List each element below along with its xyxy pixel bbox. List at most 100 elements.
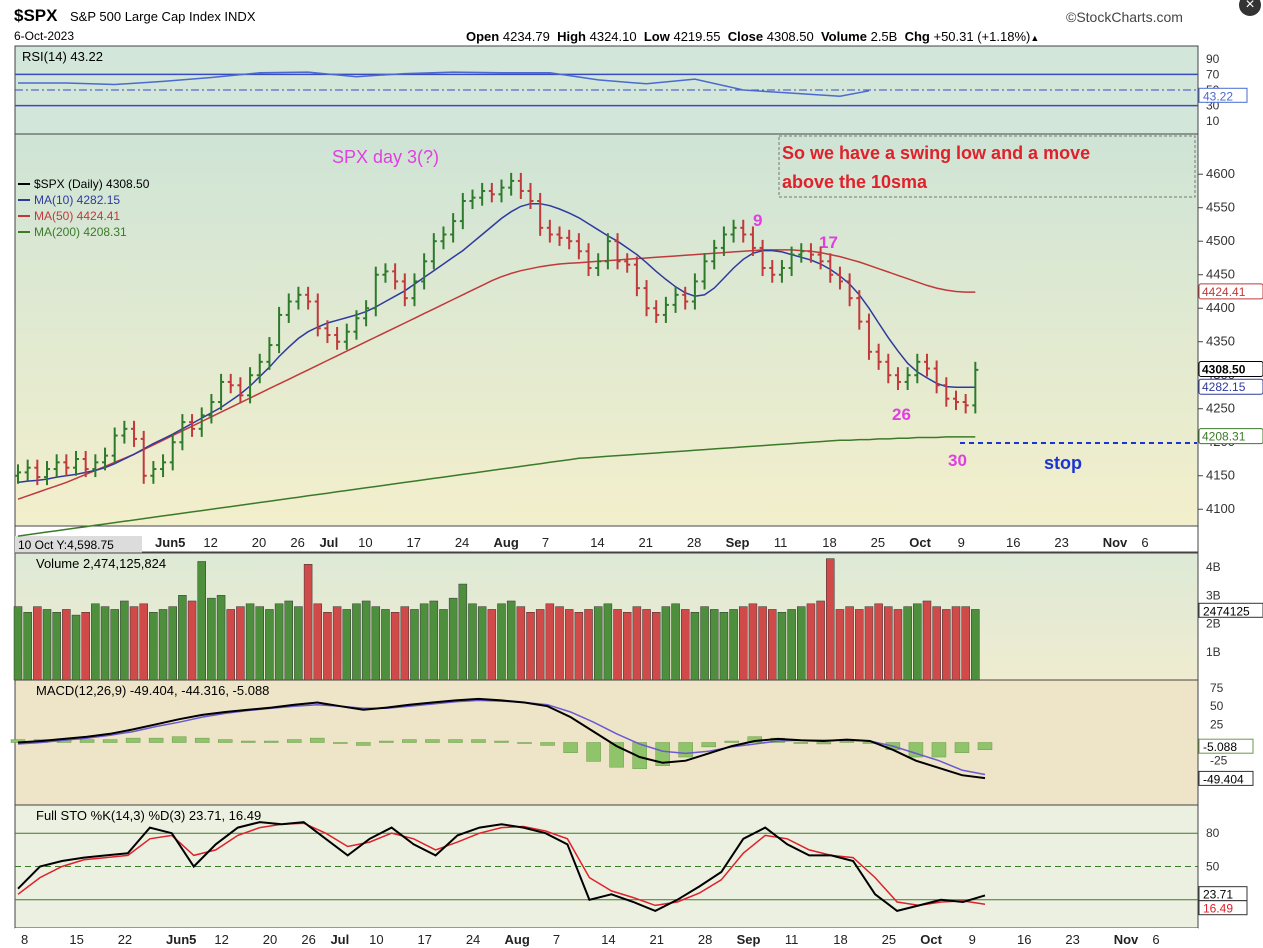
- volume-bar: [603, 603, 613, 681]
- macd-histogram-bar: [448, 739, 463, 743]
- spx-day-annotation: SPX day 3(?): [332, 147, 439, 167]
- macd-panel: MACD(12,26,9) -49.404, -44.316, -5.088: [14, 679, 1199, 806]
- date-axis-label: Sep: [726, 535, 750, 550]
- volume-bar: [680, 609, 690, 681]
- date-axis-label: 12: [203, 535, 217, 550]
- date-axis-top: 10 Oct Y:4,598.75: [14, 525, 1199, 553]
- macd-histogram-bar: [471, 739, 486, 743]
- sto-k-line: [17, 821, 986, 912]
- volume-bar: [419, 603, 429, 681]
- macd-histogram-bar: [171, 736, 187, 743]
- macd-histogram-bar: [240, 740, 256, 743]
- volume-bar: [187, 600, 197, 681]
- volume-bar: [787, 609, 796, 681]
- date-axis-bottom-label: 9: [969, 932, 976, 947]
- ohlc-readout: Open 4234.79 High 4324.10 Low 4219.55 Cl…: [466, 29, 1040, 44]
- brand-label: ©StockCharts.com: [1066, 9, 1183, 25]
- volume-bar: [226, 609, 235, 681]
- date-axis-label: 24: [455, 535, 469, 550]
- stop-label: stop: [1044, 453, 1082, 473]
- volume-bar: [497, 603, 506, 681]
- volume-ytick-label: 4B: [1206, 560, 1221, 574]
- price-right-label: 4308.50: [1202, 363, 1246, 377]
- date-axis-label: 9: [958, 535, 965, 550]
- volume-bar: [100, 606, 110, 681]
- volume-bar: [642, 609, 651, 681]
- volume-bar: [168, 606, 177, 681]
- date-axis-bottom-label: Jun5: [166, 932, 196, 947]
- macd-histogram-bar: [931, 742, 947, 758]
- macd-histogram-bar: [678, 742, 693, 758]
- volume-bar: [922, 600, 932, 681]
- price-legend-entry: $SPX (Daily) 4308.50: [34, 177, 150, 191]
- symbol-title: $SPX: [14, 6, 58, 25]
- sto-legend: Full STO %K(14,3) %D(3) 23.71, 16.49: [36, 808, 261, 823]
- volume-bar: [216, 595, 226, 681]
- volume-bar: [236, 606, 245, 681]
- macd-ytick-label: 50: [1210, 699, 1224, 713]
- date-axis-bottom-label: Jul: [330, 932, 349, 947]
- macd-histogram-bar: [908, 742, 924, 758]
- sto-right-label-box: [1198, 900, 1248, 916]
- macd-histogram-bar: [194, 737, 210, 743]
- macd-histogram-bar: [79, 739, 95, 743]
- macd-histogram-bar: [402, 739, 417, 743]
- volume-bar: [535, 609, 545, 681]
- macd-histogram-bar: [310, 737, 325, 743]
- macd-right-label: -49.404: [1203, 772, 1244, 786]
- date-axis-bottom-label: 26: [301, 932, 315, 947]
- volume-bar: [477, 606, 487, 681]
- volume-bar: [342, 609, 352, 681]
- price-right-label: 4424.41: [1202, 285, 1246, 299]
- volume-bar: [13, 606, 23, 681]
- macd-legend: MACD(12,26,9) -49.404, -44.316, -5.088: [36, 683, 269, 698]
- price-ytick-label: 4400: [1206, 300, 1235, 315]
- price-legend-entry: MA(200) 4208.31: [34, 225, 127, 239]
- volume-ytick-label: 3B: [1206, 588, 1221, 602]
- date-axis-bottom-label: 25: [882, 932, 896, 947]
- date-axis-bottom-label: 15: [69, 932, 83, 947]
- price-ytick-label: 4250: [1206, 401, 1235, 416]
- volume-bar: [352, 603, 361, 681]
- sto-ytick-label: 50: [1206, 860, 1220, 874]
- close-icon[interactable]: ×: [1239, 0, 1261, 16]
- volume-bar: [961, 606, 970, 681]
- volume-bar: [255, 606, 264, 681]
- volume-bar: [487, 609, 497, 681]
- macd-right-label-box: [1198, 770, 1254, 786]
- date-axis-label: 14: [590, 535, 604, 550]
- price-right-label: 4208.31: [1202, 430, 1246, 444]
- date-axis-label: 6: [1141, 535, 1148, 550]
- volume-bar: [748, 603, 758, 681]
- date-axis-bottom-label: 20: [263, 932, 277, 947]
- volume-bar: [700, 606, 709, 681]
- date-axis-label: 26: [290, 535, 304, 550]
- macd-histogram-bar: [333, 742, 348, 744]
- date-axis-label: 18: [822, 535, 836, 550]
- ma10-line: [17, 202, 976, 484]
- volume-bar: [313, 603, 323, 681]
- volume-bar: [52, 612, 61, 681]
- price-ytick-label: 4550: [1206, 200, 1235, 215]
- volume-bar: [294, 606, 303, 681]
- volume-bar: [826, 558, 835, 681]
- volume-bar: [323, 612, 332, 681]
- volume-bar: [593, 606, 603, 681]
- date-axis-label: Oct: [909, 535, 931, 550]
- volume-bar: [671, 603, 680, 681]
- macd-histogram-bar: [102, 739, 118, 743]
- count-30-label: 30: [948, 451, 967, 470]
- price-legend: $SPX (Daily) 4308.50 MA(10) 4282.15 MA(50)…: [18, 177, 150, 239]
- macd-histogram-bar: [563, 742, 578, 753]
- date-axis-label: 25: [871, 535, 885, 550]
- date-axis-bottom-label: 6: [1152, 932, 1159, 947]
- volume-bar: [62, 609, 71, 681]
- macd-right-label-box: [1198, 738, 1254, 754]
- volume-bar: [448, 597, 458, 681]
- ma200-line: [17, 436, 976, 537]
- macd-line: [17, 697, 986, 780]
- date-axis-bottom-label: Aug: [505, 932, 530, 947]
- macd-histogram-bar: [839, 740, 855, 743]
- volume-bar: [971, 609, 980, 681]
